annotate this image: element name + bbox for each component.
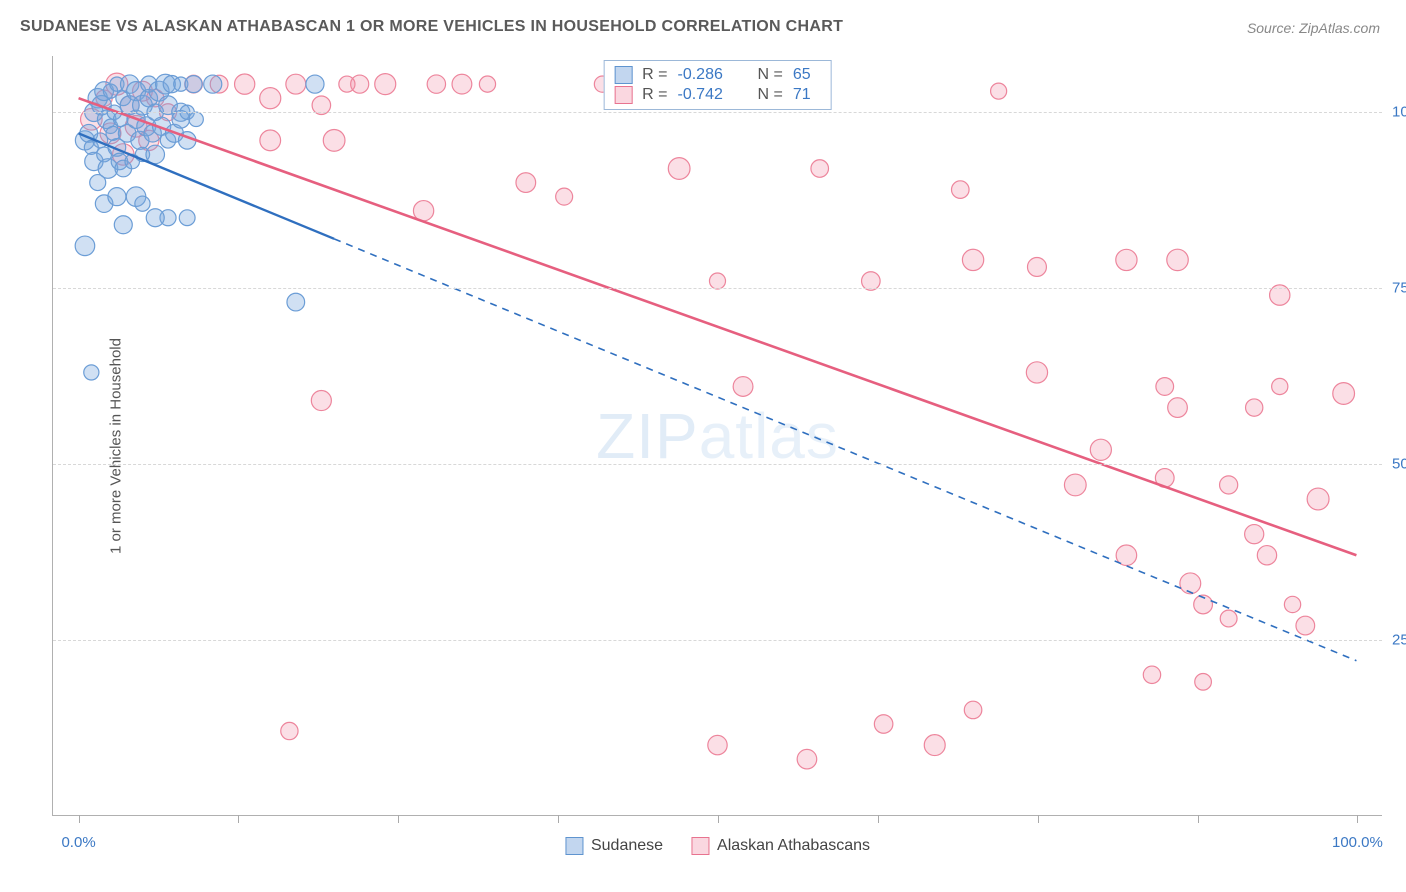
x-tick-label: 100.0%	[1332, 834, 1383, 851]
n-value-sudanese: 65	[793, 66, 821, 84]
chart-source: Source: ZipAtlas.com	[1247, 20, 1380, 36]
stats-row-sudanese: R = -0.286 N = 65	[614, 65, 821, 85]
gridline-h	[53, 112, 1382, 113]
gridline-h	[53, 640, 1382, 641]
y-tick-label: 75.0%	[1392, 280, 1406, 297]
plot-area: ZIPatlas R = -0.286 N = 65 R = -0.742 N …	[52, 56, 1382, 816]
gridline-h	[53, 288, 1382, 289]
x-tick	[558, 815, 559, 823]
stats-row-athabascan: R = -0.742 N = 71	[614, 85, 821, 105]
n-label: N =	[758, 86, 783, 104]
chart-title: SUDANESE VS ALASKAN ATHABASCAN 1 OR MORE…	[20, 18, 843, 36]
x-tick	[878, 815, 879, 823]
x-tick	[718, 815, 719, 823]
swatch-blue-icon	[565, 837, 583, 855]
legend-item-sudanese: Sudanese	[565, 837, 663, 855]
series-legend: Sudanese Alaskan Athabascans	[565, 837, 870, 855]
n-value-athabascan: 71	[793, 86, 821, 104]
x-tick	[79, 815, 80, 823]
x-tick	[1038, 815, 1039, 823]
x-tick	[238, 815, 239, 823]
stats-legend: R = -0.286 N = 65 R = -0.742 N = 71	[603, 60, 832, 110]
x-tick	[398, 815, 399, 823]
legend-label-athabascan: Alaskan Athabascans	[717, 837, 870, 855]
x-tick	[1198, 815, 1199, 823]
y-tick-label: 25.0%	[1392, 632, 1406, 649]
x-tick-label: 0.0%	[61, 834, 95, 851]
swatch-pink-icon	[614, 86, 632, 104]
r-label: R =	[642, 86, 667, 104]
r-label: R =	[642, 66, 667, 84]
legend-label-sudanese: Sudanese	[591, 837, 663, 855]
n-label: N =	[758, 66, 783, 84]
correlation-chart: SUDANESE VS ALASKAN ATHABASCAN 1 OR MORE…	[0, 0, 1406, 892]
legend-item-athabascan: Alaskan Athabascans	[691, 837, 870, 855]
r-value-sudanese: -0.286	[678, 66, 740, 84]
y-tick-label: 100.0%	[1392, 104, 1406, 121]
gridline-h	[53, 464, 1382, 465]
swatch-blue-icon	[614, 66, 632, 84]
y-tick-label: 50.0%	[1392, 456, 1406, 473]
x-tick	[1357, 815, 1358, 823]
plot-svg	[53, 56, 1382, 815]
r-value-athabascan: -0.742	[678, 86, 740, 104]
swatch-pink-icon	[691, 837, 709, 855]
